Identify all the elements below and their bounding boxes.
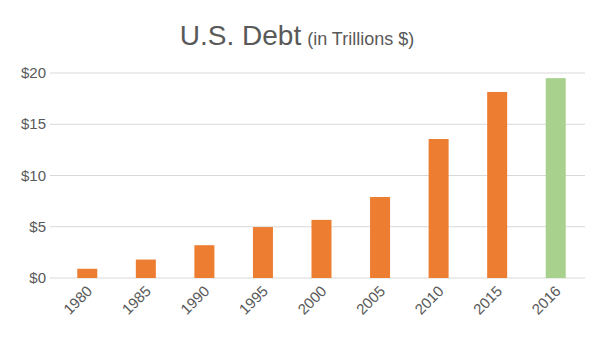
bar (487, 92, 507, 278)
y-tick-label: $5 (29, 218, 46, 235)
chart-container: U.S. Debt(in Trillions $) $0 $5 $10 $15 $20 19… (0, 0, 594, 342)
subtitle: (in Trillions $) (307, 29, 414, 49)
grid-line (50, 73, 585, 74)
bar (194, 245, 214, 278)
y-tick-label: $15 (21, 115, 46, 132)
x-tick-label: 1995 (235, 282, 271, 318)
bar (136, 260, 156, 278)
y-tick-label: $10 (21, 167, 46, 184)
bar (253, 227, 273, 278)
y-tick-label: $20 (21, 64, 46, 81)
x-tick-label: 2010 (411, 282, 447, 318)
x-tick-label: 1990 (177, 282, 213, 318)
title-line: U.S. Debt(in Trillions $) (180, 20, 414, 51)
y-tick-label: $0 (29, 269, 46, 286)
bars (77, 78, 565, 278)
bar (370, 197, 390, 278)
x-tick-label: 2000 (294, 282, 330, 318)
chart-svg: U.S. Debt(in Trillions $) $0 $5 $10 $15 $20 19… (0, 0, 594, 342)
bar (429, 139, 449, 278)
bar (77, 269, 97, 278)
x-tick-label: 1980 (60, 282, 96, 318)
x-tick-label: 2005 (353, 282, 389, 318)
title: U.S. Debt (180, 20, 302, 51)
x-tick-label: 2016 (528, 282, 564, 318)
bar (546, 78, 566, 278)
x-tick-label: 2015 (470, 282, 506, 318)
x-tick-label: 1985 (118, 282, 154, 318)
bar (312, 220, 332, 278)
